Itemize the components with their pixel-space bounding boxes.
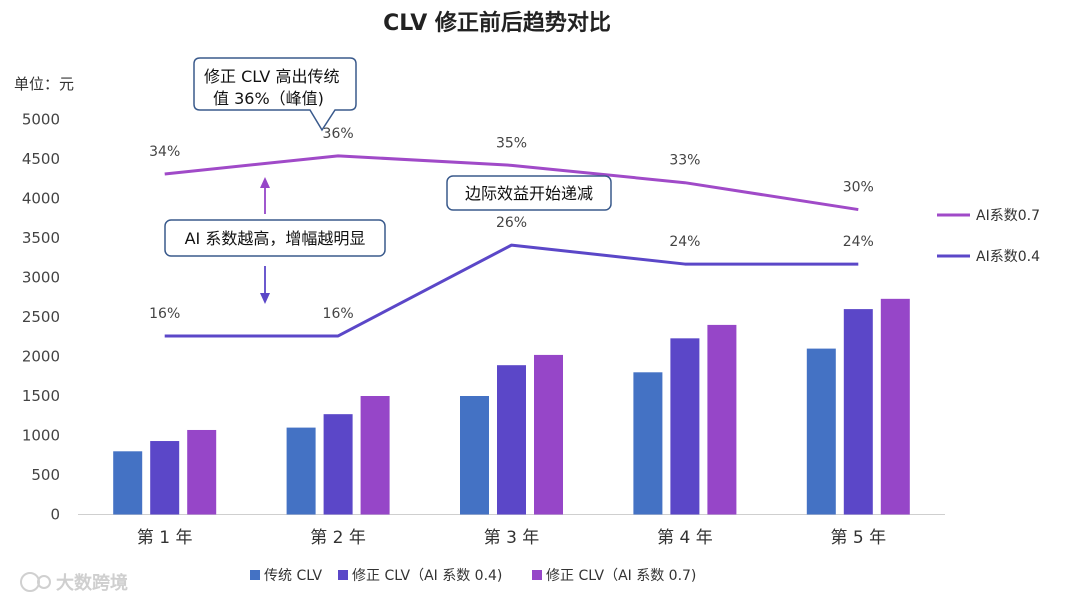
peak-annotation-line-2: 值 36%（峰值) bbox=[213, 89, 324, 108]
bar-legend-07-label: 修正 CLV（AI 系数 0.7) bbox=[546, 568, 696, 584]
line-legend-07-label: AI系数0.7 bbox=[976, 208, 1040, 224]
data-label: 26% bbox=[496, 215, 527, 231]
y-tick-label: 2000 bbox=[22, 348, 60, 366]
bar bbox=[633, 372, 663, 515]
data-label: 24% bbox=[669, 234, 700, 250]
peak-annotation: 修正 CLV 高出传统 值 36%（峰值) bbox=[193, 57, 357, 132]
y-tick-label: 4500 bbox=[22, 150, 60, 168]
bar-legend-04-label: 修正 CLV（AI 系数 0.4) bbox=[352, 568, 502, 584]
y-tick-label: 1500 bbox=[22, 387, 60, 405]
axis-layer: 0 500 1000 1500 2000 2500 3000 3500 4000 4500 5000… bbox=[22, 111, 945, 548]
data-label: 30% bbox=[843, 180, 874, 196]
bar-legend-traditional-swatch bbox=[250, 570, 260, 580]
arrow-up-icon bbox=[260, 177, 270, 188]
bar bbox=[497, 365, 526, 515]
label-layer: 34% 36% 35% 33% 30% 16% 16% 26% 24% 24% bbox=[149, 126, 874, 322]
bar bbox=[323, 414, 353, 515]
line-legend-04-label: AI系数0.4 bbox=[976, 249, 1040, 265]
watermark: 大数跨境 bbox=[20, 572, 128, 594]
bar bbox=[187, 429, 217, 515]
data-label: 35% bbox=[496, 135, 527, 151]
watermark-logo-icon-2 bbox=[37, 575, 51, 589]
data-label: 33% bbox=[669, 153, 700, 169]
bar bbox=[806, 348, 836, 515]
watermark-text: 大数跨境 bbox=[56, 572, 128, 594]
bar bbox=[880, 298, 910, 515]
bar bbox=[113, 451, 143, 515]
y-tick-label: 1000 bbox=[22, 427, 60, 445]
y-tick-label: 3500 bbox=[22, 229, 60, 247]
y-tick-label: 0 bbox=[50, 506, 60, 524]
bar bbox=[286, 427, 316, 515]
diminishing-annotation: 边际效益开始递减 bbox=[446, 175, 612, 211]
bar-legend-04-swatch bbox=[338, 570, 348, 580]
y-tick-label: 5000 bbox=[22, 111, 60, 129]
series-line bbox=[164, 243, 859, 338]
bar bbox=[460, 396, 489, 515]
y-tick-label: 2500 bbox=[22, 308, 60, 326]
peak-annotation-line-1: 修正 CLV 高出传统 bbox=[204, 67, 339, 86]
arrow-down-icon bbox=[260, 293, 270, 304]
data-label: 16% bbox=[323, 306, 354, 322]
bar bbox=[534, 354, 563, 515]
data-label: 34% bbox=[149, 144, 180, 160]
data-label: 24% bbox=[843, 234, 874, 250]
bar-legend-traditional-label: 传统 CLV bbox=[264, 568, 322, 584]
bar bbox=[843, 309, 873, 515]
x-tick-label: 第 1 年 bbox=[137, 528, 193, 548]
line-layer bbox=[164, 154, 859, 338]
increase-box bbox=[164, 219, 386, 257]
data-label: 16% bbox=[149, 306, 180, 322]
y-tick-label: 4000 bbox=[22, 190, 60, 208]
bar bbox=[360, 396, 390, 515]
diminishing-text: 边际效益开始递减 bbox=[465, 184, 593, 203]
line-legend: AI系数0.7 AI系数0.4 bbox=[937, 208, 1040, 265]
unit-label: 单位：元 bbox=[14, 75, 74, 93]
diminishing-box bbox=[446, 175, 612, 211]
x-tick-label: 第 5 年 bbox=[830, 528, 886, 548]
x-tick-label: 第 2 年 bbox=[310, 528, 366, 548]
increase-text: AI 系数越高，增幅越明显 bbox=[185, 229, 366, 248]
watermark-logo-icon bbox=[20, 572, 40, 592]
bar bbox=[670, 338, 700, 515]
bar-legend: 传统 CLV 修正 CLV（AI 系数 0.4) 修正 CLV（AI 系数 0.… bbox=[250, 568, 696, 584]
x-tick-label: 第 3 年 bbox=[484, 528, 540, 548]
bar-layer bbox=[113, 298, 910, 515]
chart-title: CLV 修正前后趋势对比 bbox=[383, 10, 611, 36]
peak-callout-box bbox=[193, 57, 357, 132]
bar bbox=[150, 441, 180, 515]
bar-legend-07-swatch bbox=[532, 570, 542, 580]
y-tick-label: 500 bbox=[31, 466, 60, 484]
increase-annotation: AI 系数越高，增幅越明显 bbox=[164, 177, 386, 304]
data-label: 36% bbox=[323, 126, 354, 142]
bar bbox=[707, 324, 737, 515]
x-tick-label: 第 4 年 bbox=[657, 528, 713, 548]
series-line bbox=[164, 154, 859, 212]
y-tick-label: 3000 bbox=[22, 269, 60, 287]
